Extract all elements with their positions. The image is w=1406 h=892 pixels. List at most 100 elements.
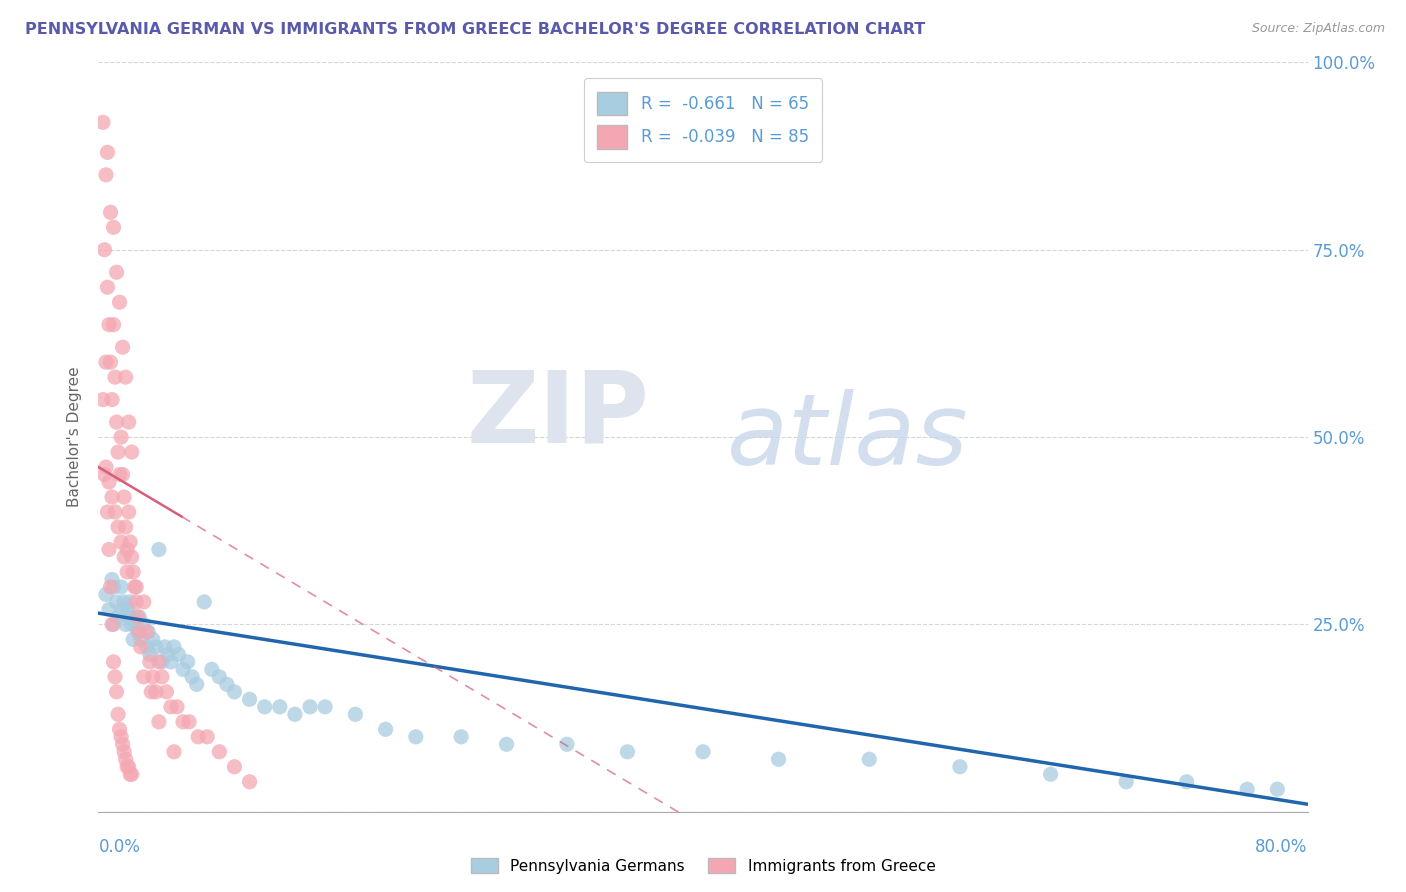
Point (132, 595, 155, 609)
Point (114, 520, 136, 534)
Point (110, 580, 132, 594)
Point (110, 430, 132, 444)
Point (201, 662, 224, 676)
Point (166, 699, 188, 714)
Point (111, 340, 134, 354)
Point (103, 318, 125, 332)
Point (136, 624, 159, 639)
Point (121, 549, 143, 564)
Point (103, 220, 125, 235)
Point (101, 392, 124, 407)
Point (344, 707, 367, 722)
Point (179, 714, 201, 729)
Point (118, 760, 141, 774)
Text: 80.0%: 80.0% (1256, 838, 1308, 856)
Text: atlas: atlas (727, 389, 969, 485)
Point (616, 745, 638, 759)
Text: 0.0%: 0.0% (98, 838, 141, 856)
Point (768, 752, 790, 766)
Point (112, 745, 135, 759)
Legend: R =  -0.661   N = 65, R =  -0.039   N = 85: R = -0.661 N = 65, R = -0.039 N = 85 (583, 78, 823, 162)
Point (128, 624, 150, 639)
Point (163, 745, 186, 759)
Point (111, 602, 134, 616)
Point (103, 655, 125, 669)
Point (110, 535, 132, 549)
Point (105, 595, 128, 609)
Point (122, 565, 145, 579)
Point (124, 580, 146, 594)
Text: ZIP: ZIP (467, 366, 650, 463)
Point (195, 730, 218, 744)
Point (93, 243, 115, 257)
Point (692, 745, 714, 759)
Point (121, 767, 143, 781)
Point (112, 490, 135, 504)
Point (450, 730, 472, 744)
Point (100, 355, 122, 369)
Point (1267, 782, 1289, 797)
Point (163, 640, 186, 654)
Point (155, 685, 177, 699)
Point (187, 730, 209, 744)
Point (94, 460, 117, 475)
Point (128, 610, 150, 624)
Point (103, 617, 125, 632)
Text: PENNSYLVANIA GERMAN VS IMMIGRANTS FROM GREECE BACHELOR'S DEGREE CORRELATION CHAR: PENNSYLVANIA GERMAN VS IMMIGRANTS FROM G… (25, 22, 925, 37)
Point (949, 760, 972, 774)
Point (101, 617, 124, 632)
Point (93, 467, 115, 482)
Point (172, 662, 194, 676)
Point (239, 692, 262, 706)
Point (148, 655, 170, 669)
Point (104, 670, 127, 684)
Point (224, 685, 246, 699)
Point (114, 370, 136, 384)
Point (115, 760, 138, 774)
Point (114, 752, 136, 766)
Point (495, 737, 517, 751)
Point (105, 685, 128, 699)
Point (1039, 767, 1062, 781)
Point (104, 505, 127, 519)
Point (167, 648, 190, 662)
Point (1236, 782, 1258, 797)
Point (160, 655, 183, 669)
Legend: Pennsylvania Germans, Immigrants from Greece: Pennsylvania Germans, Immigrants from Gr… (464, 852, 942, 880)
Y-axis label: Bachelor's Degree: Bachelor's Degree (67, 367, 83, 508)
Point (135, 640, 157, 654)
Point (115, 542, 138, 557)
Point (108, 467, 131, 482)
Point (115, 602, 138, 616)
Point (132, 617, 155, 632)
Point (1175, 774, 1198, 789)
Point (96, 505, 118, 519)
Point (110, 730, 132, 744)
Point (156, 648, 179, 662)
Point (107, 610, 129, 624)
Point (114, 617, 136, 632)
Point (150, 655, 173, 669)
Point (269, 699, 291, 714)
Point (129, 640, 152, 654)
Point (115, 565, 138, 579)
Point (127, 610, 149, 624)
Point (239, 774, 262, 789)
Point (98, 475, 121, 489)
Point (98, 318, 121, 332)
Point (105, 265, 128, 279)
Point (105, 415, 128, 429)
Point (96, 145, 118, 160)
Point (132, 670, 155, 684)
Point (139, 648, 162, 662)
Point (555, 737, 578, 751)
Point (94, 587, 117, 601)
Point (142, 632, 165, 647)
Point (374, 723, 396, 737)
Point (100, 580, 122, 594)
Point (98, 602, 121, 616)
Point (111, 467, 134, 482)
Point (107, 445, 129, 459)
Point (208, 745, 231, 759)
Point (103, 580, 125, 594)
